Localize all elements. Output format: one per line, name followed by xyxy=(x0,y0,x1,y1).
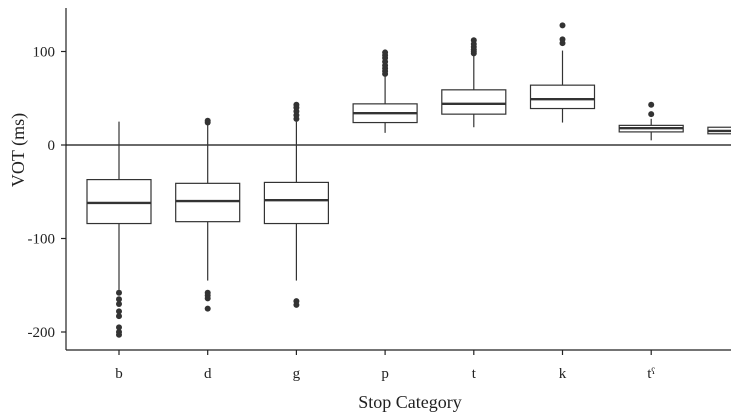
x-tick-label: t xyxy=(472,366,477,382)
outlier-point xyxy=(648,101,655,108)
outlier-point xyxy=(116,289,122,296)
x-tick-label: b xyxy=(115,366,123,382)
box-group xyxy=(707,126,731,135)
axes xyxy=(65,8,731,351)
box-iqr xyxy=(175,182,241,223)
outlier-point xyxy=(116,300,122,307)
x-ticks: bdgptktˤq xyxy=(115,350,655,382)
x-axis-title: Stop Category xyxy=(358,392,462,412)
outlier-point xyxy=(116,313,122,320)
box-group xyxy=(352,49,418,133)
y-tick-label: 0 xyxy=(48,138,56,154)
y-tick-label: -100 xyxy=(28,232,56,248)
outlier-point xyxy=(559,22,566,29)
box-group xyxy=(529,22,596,123)
box-iqr xyxy=(441,89,507,115)
box-group xyxy=(618,101,684,141)
outlier-point xyxy=(116,324,122,331)
box-iqr xyxy=(86,178,152,225)
outlier-point xyxy=(382,49,389,56)
outlier-point xyxy=(648,111,655,118)
box-group xyxy=(86,121,152,338)
box-group xyxy=(441,37,507,128)
x-tick-label: d xyxy=(204,366,212,382)
box-group xyxy=(263,101,329,308)
outlier-point xyxy=(559,36,566,43)
outlier-point xyxy=(470,37,477,44)
outlier-point xyxy=(204,295,211,302)
y-tick-label: -200 xyxy=(28,325,56,341)
outlier-point xyxy=(293,101,300,108)
outlier-point xyxy=(204,305,211,312)
boxes xyxy=(86,22,731,338)
outlier-point xyxy=(204,117,211,124)
outlier-point xyxy=(116,296,122,303)
box-iqr xyxy=(529,84,596,110)
outlier-point xyxy=(116,308,122,315)
x-tick-label: tˤ xyxy=(647,366,655,382)
box-iqr xyxy=(263,181,329,225)
x-tick-label: p xyxy=(381,366,389,382)
outlier-point xyxy=(116,331,122,338)
box-group xyxy=(175,117,241,312)
x-tick-label: k xyxy=(559,366,567,382)
y-tick-label: 100 xyxy=(33,45,56,61)
y-ticks: 100 0 -100 -200 xyxy=(28,45,66,341)
y-axis-title: VOT (ms) xyxy=(8,113,29,187)
x-tick-label: g xyxy=(293,366,301,382)
outlier-point xyxy=(293,301,300,308)
